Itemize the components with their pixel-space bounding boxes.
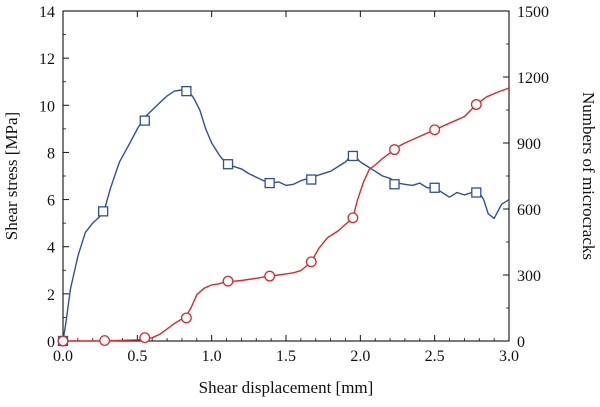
left-y-tick-label: 14: [39, 4, 55, 21]
shear-stress-marker: [389, 179, 400, 190]
shear-stress-marker: [264, 177, 275, 189]
x-tick-label: 2.5: [425, 348, 445, 365]
right-y-tick-label: 300: [517, 268, 541, 285]
right-y-tick-label: 0: [517, 334, 525, 351]
shear-stress-marker: [429, 182, 440, 193]
microcracks-marker: [57, 335, 69, 347]
x-tick-label: 0.0: [53, 348, 73, 365]
left-y-tick-label: 2: [47, 287, 55, 304]
right-y-tick-label: 900: [517, 136, 541, 153]
shear-stress-marker: [306, 174, 317, 185]
microcracks-marker: [139, 332, 151, 344]
right-y-tick-label: 600: [517, 202, 541, 219]
x-tick-label: 1.0: [202, 348, 222, 365]
x-tick-label: 0.5: [127, 348, 147, 365]
shear-stress-series-line: [62, 89, 510, 342]
right-y-axis-label: Numbers of microcracks: [579, 92, 598, 260]
microcracks-marker: [429, 124, 441, 136]
shear-stress-marker: [97, 206, 109, 217]
microcracks-series-line: [63, 87, 510, 342]
right-y-tick-label: 1200: [517, 70, 549, 87]
series-layer: [57, 85, 510, 347]
left-y-tick-label: 0: [47, 334, 55, 351]
microcracks-marker: [470, 99, 482, 110]
left-y-tick-label: 6: [47, 193, 55, 210]
left-y-tick-label: 8: [47, 145, 55, 162]
shear-stress-marker: [139, 115, 150, 126]
x-axis-label: Shear displacement [mm]: [199, 378, 374, 397]
microcracks-marker: [305, 256, 317, 268]
microcracks-marker: [99, 335, 111, 347]
left-y-axis-ticks: 0 2 4 6 8 10 12 14: [39, 4, 69, 351]
x-tick-label: 3.0: [499, 348, 519, 365]
plot-area-frame: [62, 10, 510, 342]
microcracks-marker: [222, 275, 234, 287]
shear-stress-marker: [181, 85, 192, 97]
x-axis-ticks: 0.0 0.5 1.0 1.5 2.0 2.5 3.0: [53, 11, 519, 365]
microcracks-marker: [180, 312, 192, 324]
right-y-tick-label: 1500: [517, 4, 549, 21]
shear-stress-marker: [347, 150, 359, 162]
microcracks-marker: [389, 144, 400, 156]
microcracks-marker: [264, 270, 276, 282]
left-y-axis-label: Shear stress [MPa]: [2, 112, 21, 240]
left-y-tick-label: 4: [47, 240, 55, 257]
shear-stress-marker: [471, 187, 482, 198]
left-y-tick-label: 12: [39, 51, 55, 68]
microcracks-marker: [347, 212, 359, 224]
x-tick-label: 1.5: [276, 348, 296, 365]
shear-stress-marker: [222, 159, 234, 170]
left-y-tick-label: 10: [39, 98, 55, 115]
x-tick-label: 2.0: [350, 348, 370, 365]
right-y-axis-ticks: 0 300 600 900 1200 1500: [503, 4, 549, 351]
